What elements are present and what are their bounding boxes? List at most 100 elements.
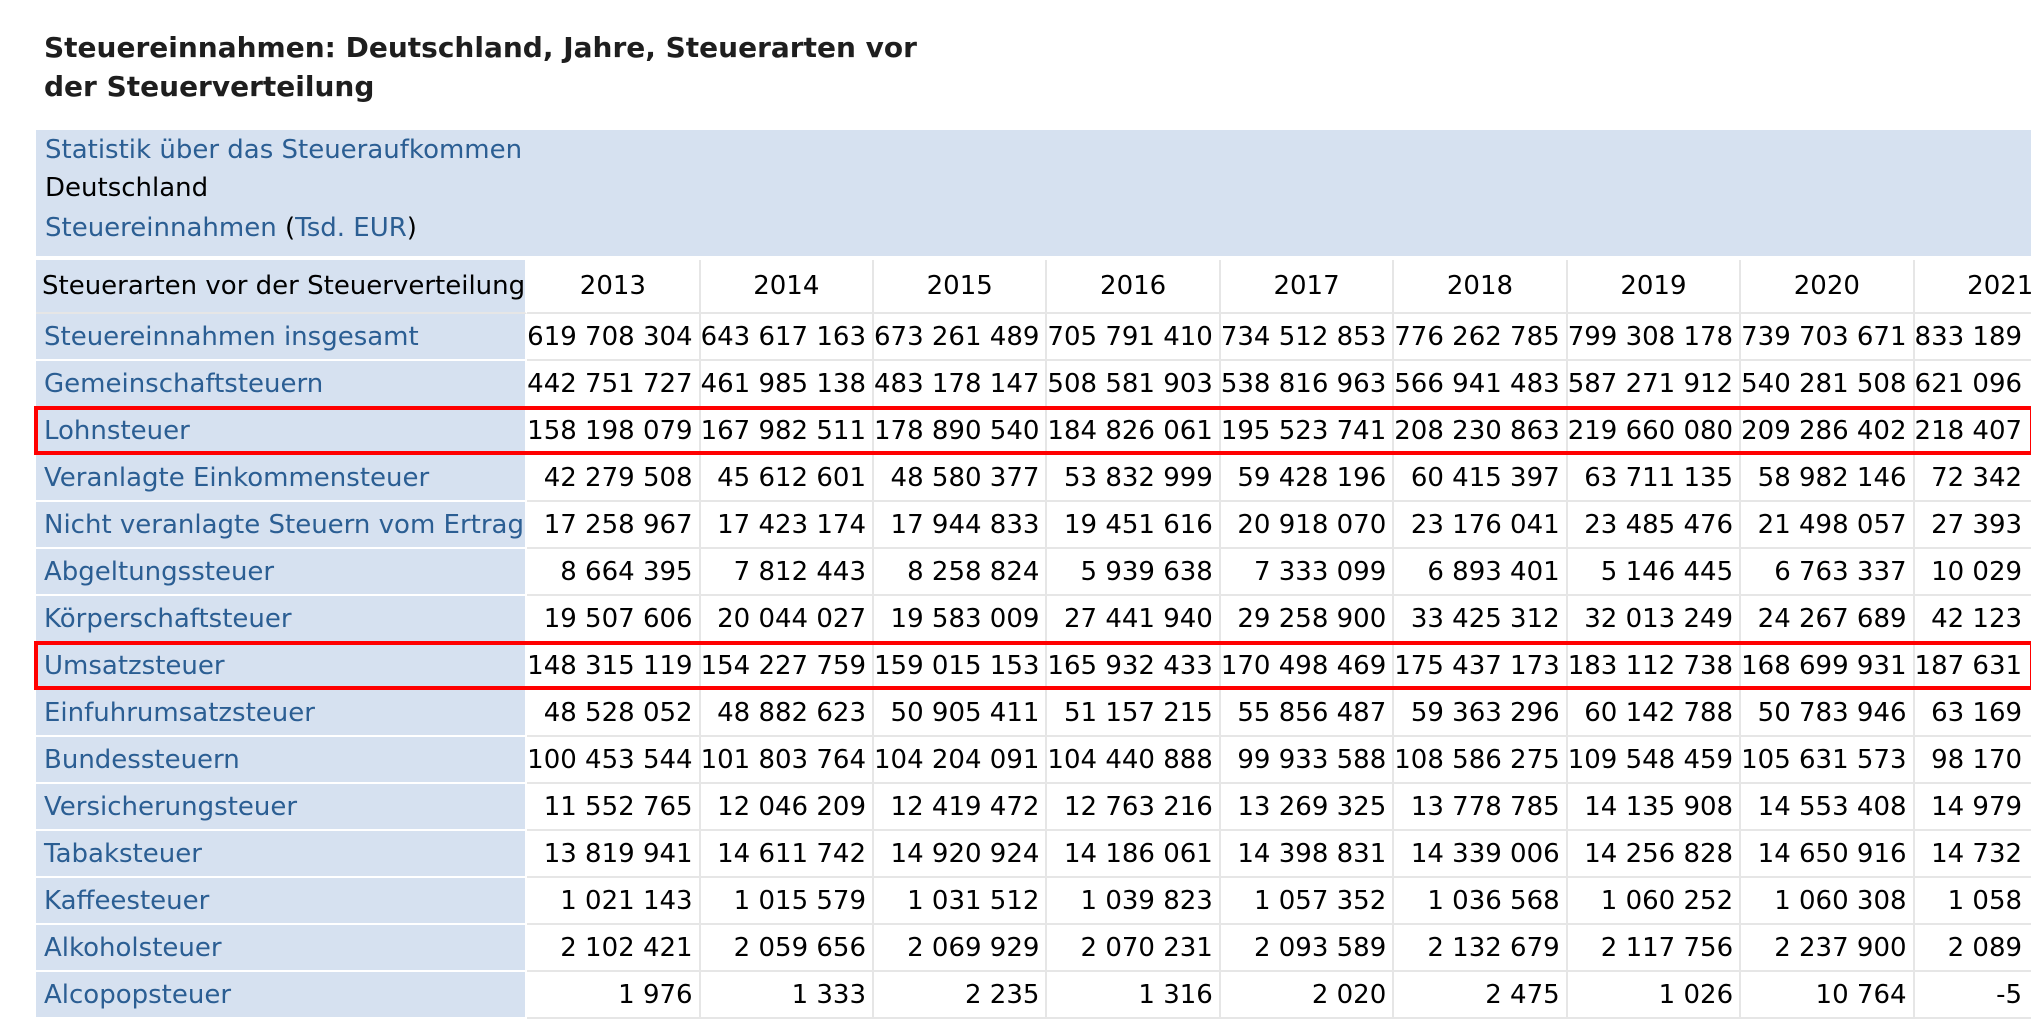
- row-label-link[interactable]: Steuereinnahmen insgesamt: [36, 314, 528, 361]
- year-header: 2014: [700, 260, 874, 314]
- measure-link[interactable]: Steuereinnahmen: [45, 213, 277, 243]
- unit-link[interactable]: Tsd. EUR: [295, 213, 407, 243]
- value-cell: 619 708 304: [527, 314, 701, 361]
- value-cell: 2 059 656: [700, 925, 874, 972]
- row-label-link[interactable]: Veranlagte Einkommensteuer: [36, 455, 528, 502]
- table-row: Alcopopsteuer 1 976 1 333 2 235 1 316 2 020 2 …: [36, 972, 2031, 1019]
- value-cell: 6 893 401: [1394, 549, 1568, 596]
- value-cell: 60 142 788: [1567, 690, 1742, 737]
- row-label-link[interactable]: Nicht veranlagte Steuern vom Ertrag: [36, 502, 528, 549]
- value-cell: 42 279 508: [527, 455, 701, 502]
- value-cell: 50 783 946: [1741, 690, 1915, 737]
- table-row: Umsatzsteuer 148 315 119 154 227 759 159 01…: [36, 643, 2031, 690]
- value-cell: 55 856 487: [1220, 690, 1395, 737]
- value-cell: 12 763 216: [1047, 784, 1221, 831]
- value-cell: 643 617 163: [700, 314, 874, 361]
- value-cell: 158 198 079: [527, 408, 701, 455]
- value-cell: 19 507 606: [527, 596, 701, 643]
- value-cell: 1 039 823: [1047, 878, 1221, 925]
- table-row: Alkoholsteuer 2 102 421 2 059 656 2 069 929…: [36, 925, 2031, 972]
- row-label-link[interactable]: Gemeinschaftsteuern: [36, 361, 528, 408]
- value-cell: 538 816 963: [1220, 361, 1395, 408]
- row-label-link[interactable]: Umsatzsteuer: [36, 643, 528, 690]
- value-cell: 170 498 469: [1220, 643, 1395, 690]
- value-cell: 14 979 878: [1914, 784, 2031, 831]
- value-cell: 1 058 424: [1914, 878, 2031, 925]
- value-cell: 14 256 828: [1567, 831, 1742, 878]
- row-label-link[interactable]: Bundessteuern: [36, 737, 528, 784]
- value-cell: 8 664 395: [527, 549, 701, 596]
- value-cell: 27 393 876: [1914, 502, 2031, 549]
- value-cell: 27 441 940: [1047, 596, 1221, 643]
- value-cell: 208 230 863: [1394, 408, 1568, 455]
- value-cell: 734 512 853: [1220, 314, 1395, 361]
- value-cell: 24 267 689: [1741, 596, 1915, 643]
- value-cell: 98 170 691: [1914, 737, 2031, 784]
- value-cell: 566 941 483: [1394, 361, 1568, 408]
- value-cell: 59 363 296: [1394, 690, 1568, 737]
- value-cell: 2 093 589: [1220, 925, 1395, 972]
- value-cell: 739 703 671: [1741, 314, 1915, 361]
- measure-line: Steuereinnahmen (Tsd. EUR): [45, 213, 417, 243]
- value-cell: 175 437 173: [1394, 643, 1568, 690]
- row-label-link[interactable]: Einfuhrumsatzsteuer: [36, 690, 528, 737]
- corner-header: Steuerarten vor der Steuerverteilung: [36, 260, 528, 314]
- row-label-link[interactable]: Alcopopsteuer: [36, 972, 528, 1019]
- value-cell: 14 135 908: [1567, 784, 1742, 831]
- value-cell: 14 339 006: [1394, 831, 1568, 878]
- value-cell: 13 269 325: [1220, 784, 1395, 831]
- year-header: 2019: [1567, 260, 1742, 314]
- value-cell: 42 123 946: [1914, 596, 2031, 643]
- row-label-link[interactable]: Kaffeesteuer: [36, 878, 528, 925]
- value-cell: 833 189 240: [1914, 314, 2031, 361]
- row-label-link[interactable]: Versicherungsteuer: [36, 784, 528, 831]
- value-cell: 53 832 999: [1047, 455, 1221, 502]
- value-cell: 60 415 397: [1394, 455, 1568, 502]
- value-cell: 19 451 616: [1047, 502, 1221, 549]
- value-cell: 442 751 727: [527, 361, 701, 408]
- value-cell: 48 580 377: [874, 455, 1048, 502]
- region-label: Deutschland: [45, 173, 209, 203]
- value-cell: 10 764: [1741, 972, 1915, 1019]
- row-label-link[interactable]: Körperschaftsteuer: [36, 596, 528, 643]
- value-cell: 14 611 742: [700, 831, 874, 878]
- value-cell: 165 932 433: [1047, 643, 1221, 690]
- value-cell: 14 186 061: [1047, 831, 1221, 878]
- value-cell: 2 089 038: [1914, 925, 2031, 972]
- value-cell: 58 982 146: [1741, 455, 1915, 502]
- row-label-link[interactable]: Alkoholsteuer: [36, 925, 528, 972]
- statistic-link[interactable]: Statistik über das Steueraufkommen: [45, 135, 523, 165]
- table-row: Gemeinschaftsteuern 442 751 727 461 985 13…: [36, 361, 2031, 408]
- value-cell: 11 552 765: [527, 784, 701, 831]
- value-cell: 29 258 900: [1220, 596, 1395, 643]
- value-cell: 21 498 057: [1741, 502, 1915, 549]
- value-cell: 33 425 312: [1394, 596, 1568, 643]
- value-cell: 72 342 197: [1914, 455, 2031, 502]
- row-label-link[interactable]: Abgeltungssteuer: [36, 549, 528, 596]
- value-cell: 50 905 411: [874, 690, 1048, 737]
- value-cell: 799 308 178: [1567, 314, 1742, 361]
- value-cell: 776 262 785: [1394, 314, 1568, 361]
- value-cell: 7 812 443: [700, 549, 874, 596]
- value-cell: 1 057 352: [1220, 878, 1395, 925]
- row-label-link[interactable]: Tabaksteuer: [36, 831, 528, 878]
- value-cell: 2 237 900: [1741, 925, 1915, 972]
- value-cell: 45 612 601: [700, 455, 874, 502]
- value-cell: 14 398 831: [1220, 831, 1395, 878]
- value-cell: 14 732 522: [1914, 831, 2031, 878]
- value-cell: 6 763 337: [1741, 549, 1915, 596]
- value-cell: 461 985 138: [700, 361, 874, 408]
- value-cell: 63 711 135: [1567, 455, 1742, 502]
- value-cell: 168 699 931: [1741, 643, 1915, 690]
- value-cell: 1 333: [700, 972, 874, 1019]
- page-title: Steuereinnahmen: Deutschland, Jahre, Ste…: [44, 31, 917, 103]
- table-row: Lohnsteuer 158 198 079 167 982 511 178 890 …: [36, 408, 2031, 455]
- value-cell: 17 423 174: [700, 502, 874, 549]
- value-cell: 184 826 061: [1047, 408, 1221, 455]
- value-cell: 195 523 741: [1220, 408, 1395, 455]
- table-row: Einfuhrumsatzsteuer 48 528 052 48 882 623 5…: [36, 690, 2031, 737]
- row-label-link[interactable]: Lohnsteuer: [36, 408, 528, 455]
- value-cell: 148 315 119: [527, 643, 701, 690]
- tax-revenue-table: Steuerarten vor der Steuerverteilung 201…: [36, 260, 2031, 1019]
